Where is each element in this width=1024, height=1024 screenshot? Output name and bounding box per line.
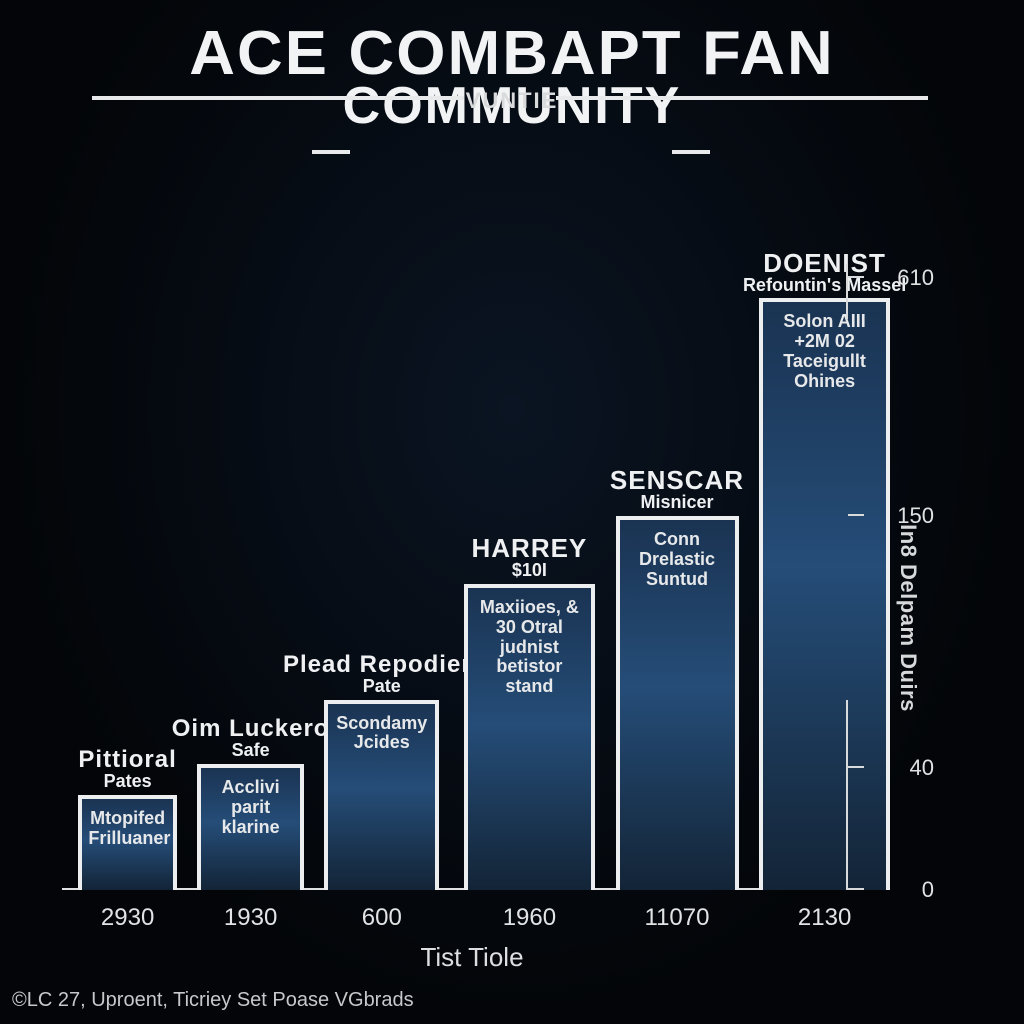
- title-rule-right: [556, 96, 928, 100]
- bar-inner-0: Mtopifed Frilluaner: [88, 809, 166, 849]
- y-tick-line-1: [848, 766, 864, 768]
- bar-inner-1: Acclivi parit klarine: [207, 778, 294, 837]
- title-rule-2-right: [672, 150, 710, 154]
- bar-0: PittioralPatesMtopifed Frilluaner: [78, 795, 176, 890]
- y-tick-label-3: 610: [897, 265, 934, 291]
- bar-4: SENSCARMisnicerConn Drelastic Suntud: [616, 516, 739, 890]
- y-axis-title: In8 Delpam Duirs: [895, 524, 921, 712]
- x-tick-3: 1960: [503, 904, 556, 932]
- bar-1: Oim LuckeroSafeAcclivi parit klarine: [197, 764, 304, 890]
- title-overlay: VUNTIE: [466, 88, 559, 114]
- y-axis-segment-1: [846, 264, 848, 318]
- y-tick-label-1: 40: [910, 755, 934, 781]
- bar-5: DOENISTRefountin's MasselSolon AIII +2M …: [759, 298, 890, 890]
- bar-inner-2: Scondamy Jcides: [334, 714, 429, 754]
- bar-label-1: Oim LuckeroSafe: [152, 717, 349, 760]
- title-rule-2-left: [312, 150, 350, 154]
- bar-label-2: Plead RepodiertPate: [275, 653, 489, 696]
- bar-label-4: SENSCARMisnicer: [562, 467, 792, 512]
- x-tick-1: 1930: [224, 904, 277, 932]
- x-tick-0: 2930: [101, 904, 154, 932]
- y-tick-label-0: 0: [922, 877, 934, 903]
- bar-inner-4: Conn Drelastic Suntud: [626, 530, 729, 589]
- footer-credit: ©LC 27, Uproent, Ticriey Set Poase VGbra…: [12, 989, 414, 1012]
- bar-subtitle-2: Pate: [275, 677, 489, 696]
- x-tick-2: 600: [362, 904, 402, 932]
- y-tick-label-2: 150: [897, 503, 934, 529]
- y-tick-line-3: [848, 276, 864, 278]
- bar-chart: Tist Tiole In8 Delpam Duirs PittioralPat…: [62, 210, 882, 890]
- bar-title-1: Oim Luckero: [152, 717, 349, 741]
- y-tick-line-2: [848, 514, 864, 516]
- x-tick-5: 2130: [798, 904, 851, 932]
- bar-2: Plead RepodiertPateScondamy Jcides: [324, 700, 439, 890]
- bar-subtitle-0: Pates: [37, 772, 218, 791]
- x-axis-title: Tist Tiole: [420, 942, 523, 973]
- bar-subtitle-4: Misnicer: [562, 493, 792, 512]
- bar-title-2: Plead Repodiert: [275, 653, 489, 677]
- bar-subtitle-1: Safe: [152, 741, 349, 760]
- bar-title-4: SENSCAR: [562, 467, 792, 493]
- bar-3: HARREY$10IMaxiioes, & 30 Otral judnist b…: [464, 584, 595, 890]
- y-axis-segment-0: [846, 700, 848, 890]
- title-rule-left: [92, 96, 464, 100]
- bar-inner-5: Solon AIII +2M 02 Taceigullt Ohines: [769, 312, 880, 391]
- y-tick-line-0: [848, 888, 864, 890]
- title-block: ACE COMBAPT FAN VUNTIE COMMUNITY: [0, 26, 1024, 131]
- title-line1: ACE COMBAPT FAN: [0, 26, 1024, 82]
- bar-inner-3: Maxiioes, & 30 Otral judnist betistor st…: [474, 598, 585, 697]
- x-tick-4: 11070: [645, 904, 710, 932]
- chart-canvas: ACE COMBAPT FAN VUNTIE COMMUNITY Tist Ti…: [0, 0, 1024, 1024]
